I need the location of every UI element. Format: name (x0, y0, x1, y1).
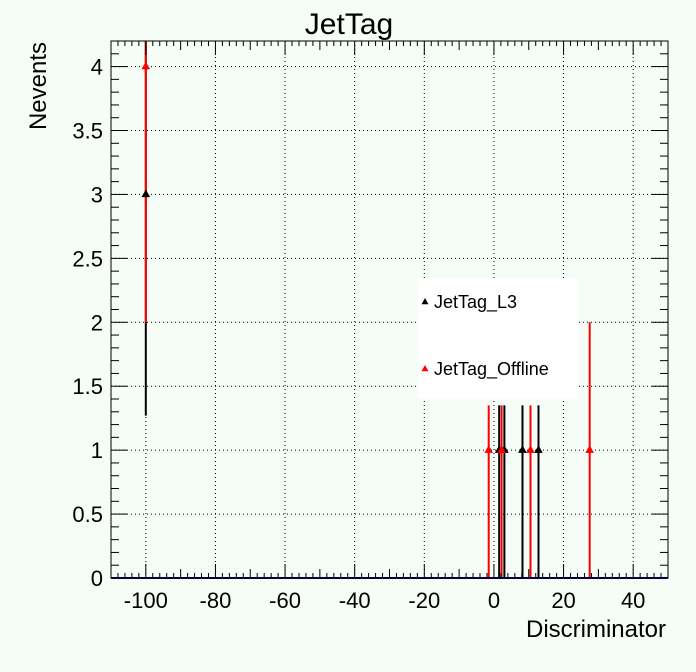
y-tick-label: 2.5 (72, 246, 103, 271)
y-tick-label: 1 (91, 438, 103, 463)
chart-title: JetTag (305, 8, 393, 41)
x-tick-label: -100 (124, 588, 168, 613)
data-point-0-3 (518, 445, 527, 453)
y-tick-label: 1.5 (72, 374, 103, 399)
x-tick-label: -60 (269, 588, 301, 613)
y-tick-label: 0 (91, 566, 103, 591)
x-tick-label: -40 (339, 588, 371, 613)
x-tick-label: 40 (621, 588, 645, 613)
plot-area (111, 41, 668, 578)
axes: -100 -80 -60 -40 -20 0 20 40 0 0.5 1 1.5 2 2.5 3 3.5 4 (72, 40, 669, 613)
y-tick-label: 3 (91, 182, 103, 207)
legend: JetTag_L3 JetTag_Offline (418, 278, 578, 398)
legend-box (418, 278, 578, 398)
legend-marker-jettag-offline (421, 365, 429, 372)
data-point-1-1 (484, 445, 494, 453)
legend-label-jettag-offline: JetTag_Offline (434, 359, 549, 380)
data-point-1-2 (497, 445, 506, 453)
y-tick-label: 3.5 (72, 119, 103, 144)
x-tick-label: 20 (551, 588, 575, 613)
y-tick-label: 2 (91, 310, 103, 335)
data-point-0-4 (534, 445, 543, 453)
data-point-1-3 (526, 445, 535, 453)
data-point-1-4 (585, 445, 595, 453)
data-point-1-0 (141, 61, 151, 70)
x-tick-label: -20 (408, 588, 440, 613)
x-tick-label: -80 (200, 588, 232, 613)
y-tick-label: 0.5 (72, 502, 103, 527)
y-tick-label: 4 (91, 55, 103, 80)
legend-label-jettag-l3: JetTag_L3 (434, 292, 517, 313)
x-tick-label: 0 (488, 588, 500, 613)
grid (111, 41, 668, 579)
legend-marker-jettag-l3 (421, 298, 429, 305)
y-axis-label: Nevents (25, 42, 52, 130)
data-point-0-0 (141, 189, 151, 198)
x-axis-label: Discriminator (526, 616, 666, 643)
